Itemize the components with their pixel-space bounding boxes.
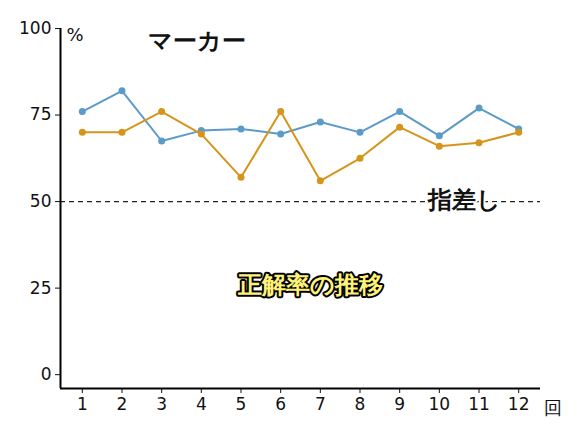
svg-text:9: 9 bbox=[394, 394, 405, 414]
svg-text:12: 12 bbox=[508, 394, 530, 414]
svg-text:11: 11 bbox=[468, 394, 490, 414]
svg-text:4: 4 bbox=[196, 394, 207, 414]
svg-text:指差し: 指差し bbox=[427, 186, 501, 214]
svg-text:25: 25 bbox=[30, 278, 52, 298]
svg-text:3: 3 bbox=[156, 394, 167, 414]
svg-text:回: 回 bbox=[544, 397, 562, 418]
svg-text:2: 2 bbox=[117, 394, 128, 414]
svg-text:0: 0 bbox=[41, 364, 52, 384]
svg-text:50: 50 bbox=[30, 191, 52, 211]
svg-text:正解率の推移: 正解率の推移 bbox=[237, 271, 383, 299]
svg-text:5: 5 bbox=[236, 394, 247, 414]
svg-text:6: 6 bbox=[275, 394, 286, 414]
svg-text:1: 1 bbox=[77, 394, 88, 414]
svg-text:8: 8 bbox=[355, 394, 366, 414]
svg-text:%: % bbox=[67, 24, 84, 45]
svg-text:マーカー: マーカー bbox=[148, 27, 246, 55]
svg-text:7: 7 bbox=[315, 394, 326, 414]
svg-text:10: 10 bbox=[429, 394, 451, 414]
svg-text:75: 75 bbox=[30, 104, 52, 124]
svg-text:100: 100 bbox=[19, 18, 51, 38]
